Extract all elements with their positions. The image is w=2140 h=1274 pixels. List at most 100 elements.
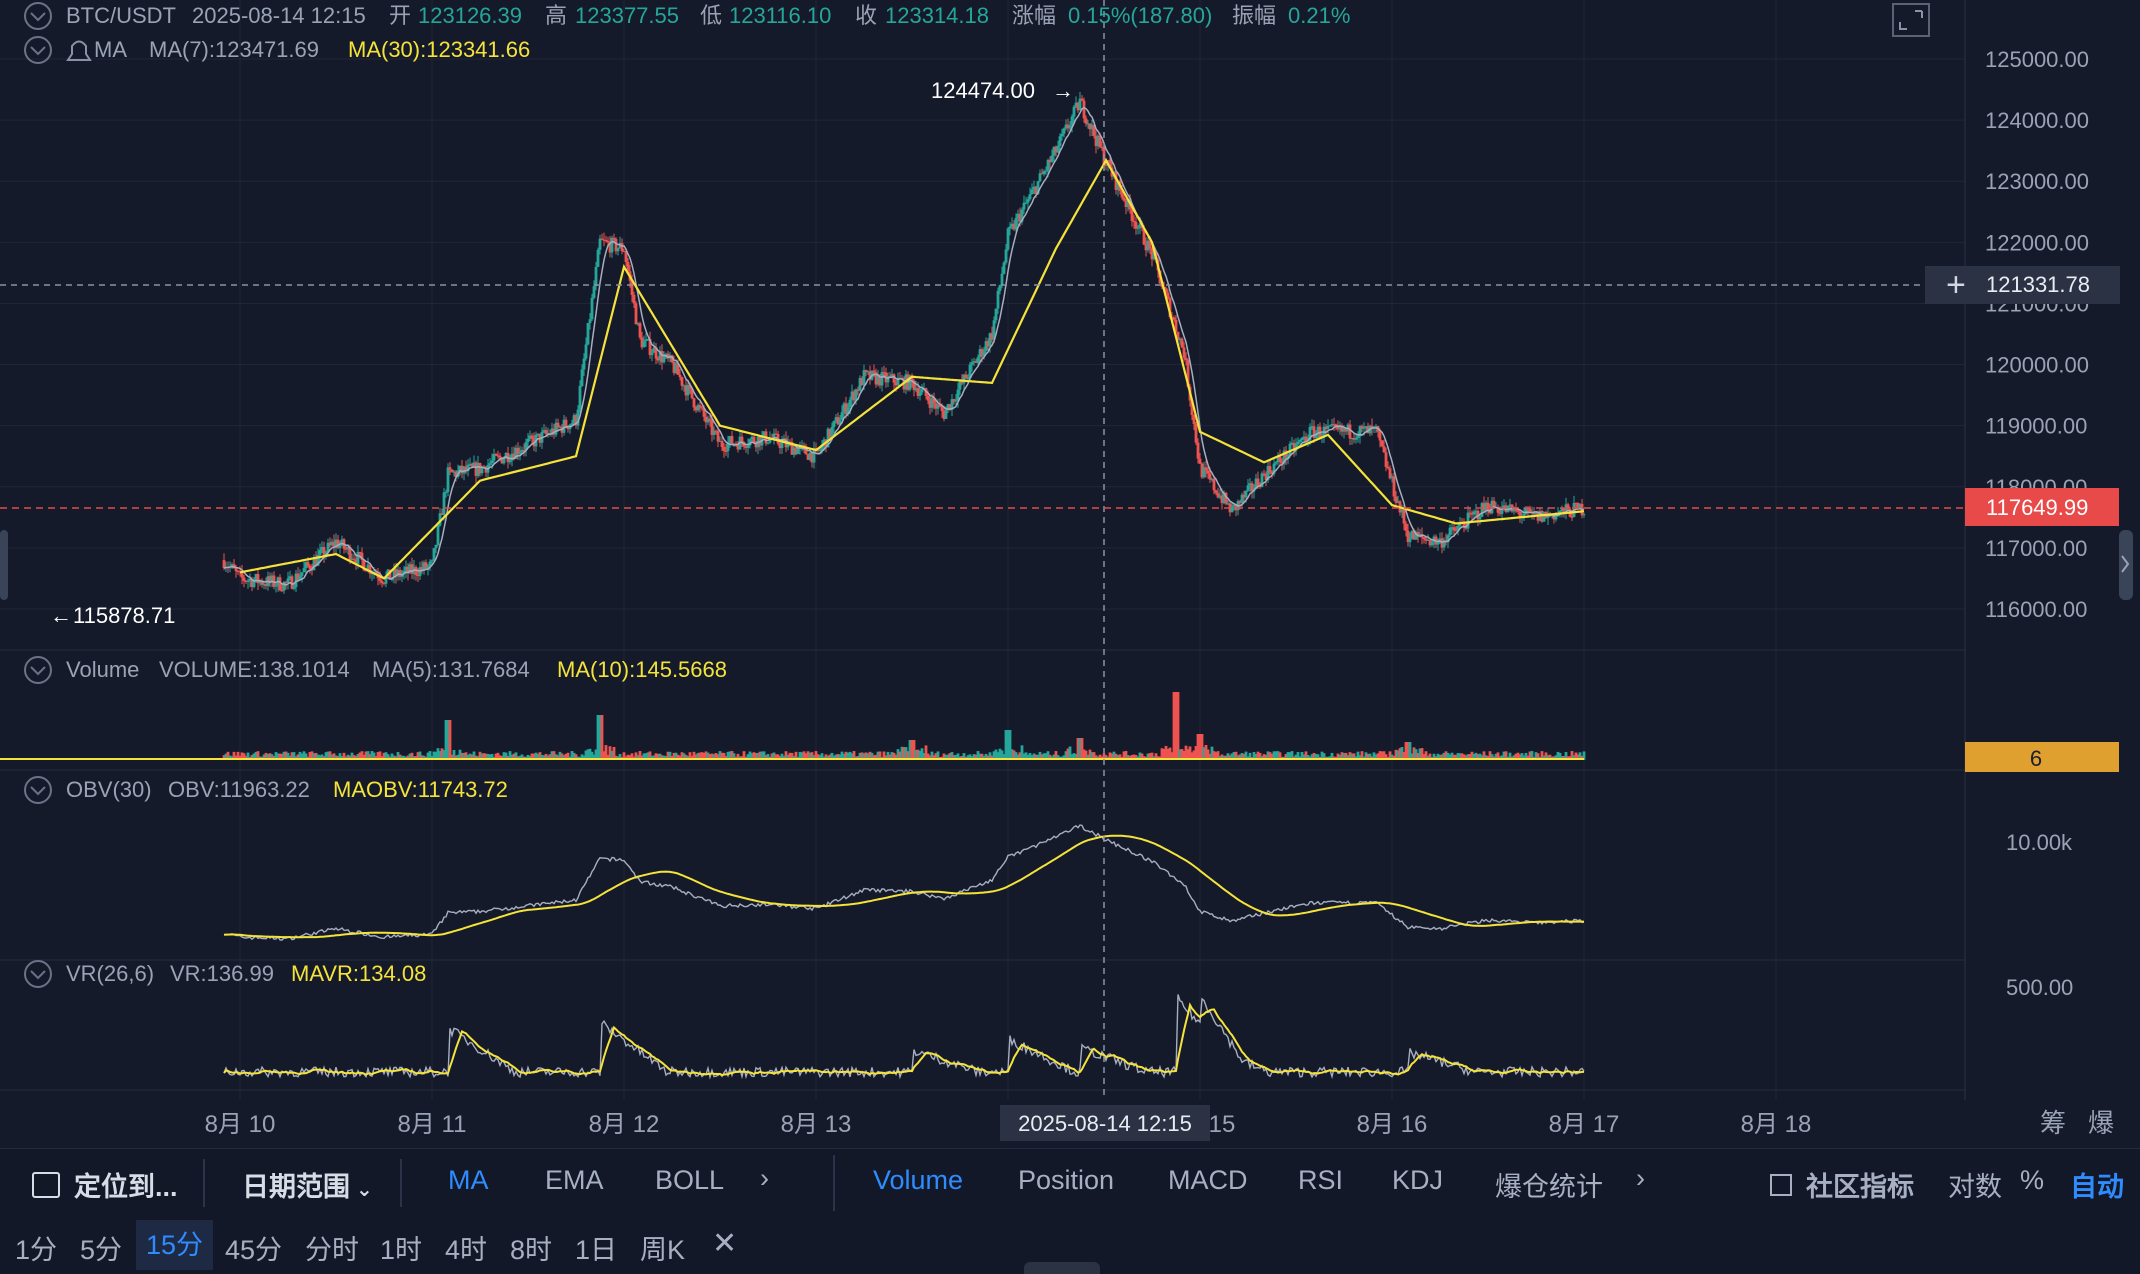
volume-bar (878, 751, 882, 760)
candle-body (604, 240, 608, 242)
candle-body (590, 297, 594, 320)
volume-bar (726, 751, 730, 760)
chart-canvas[interactable]: 125000.00124000.00123000.00122000.001210… (0, 0, 2140, 1148)
volume-bar (1034, 754, 1038, 760)
volume-bar (1554, 755, 1558, 760)
candle-body (406, 566, 410, 574)
price-tick: 116000.00 (1985, 597, 2087, 622)
interval-5[interactable]: 1时 (380, 1235, 423, 1265)
candle-body (306, 562, 310, 566)
volume-bar (1114, 753, 1118, 760)
auto-scale-toggle[interactable]: 自动 (2070, 1172, 2124, 1202)
interval-3[interactable]: 45分 (225, 1235, 283, 1265)
candle-body (1400, 509, 1404, 513)
volume-bar (362, 754, 366, 760)
vr-legend: VR(26,6) VR:136.99 MAVR:134.08 (24, 960, 426, 988)
candle-body (1218, 495, 1222, 498)
candle-body (426, 565, 430, 569)
candle-body (614, 238, 618, 252)
interval-9[interactable]: 周K (640, 1235, 686, 1265)
candle-body (1204, 467, 1208, 471)
chevron-right-icon[interactable]: › (1636, 1163, 1645, 1193)
volume-bar (1256, 751, 1260, 760)
candle-body (1430, 542, 1434, 546)
candle-body (362, 560, 366, 571)
candle-body (420, 567, 424, 570)
chip-toggle[interactable]: 筹 (2040, 1108, 2066, 1138)
candle-body (570, 423, 574, 425)
volume-bar (1028, 753, 1032, 760)
tab-liquidation[interactable]: 爆仓统计 (1495, 1172, 1603, 1202)
log-scale-toggle[interactable]: 对数 (1948, 1172, 2002, 1202)
interval-1[interactable]: 5分 (80, 1235, 123, 1265)
candle-body (256, 573, 260, 584)
candle-body (394, 569, 398, 577)
candle-body (1488, 510, 1492, 514)
chevron-right-icon[interactable]: › (760, 1163, 769, 1193)
candle-body (710, 419, 714, 435)
interval-8[interactable]: 1日 (575, 1235, 618, 1265)
tab-rsi[interactable]: RSI (1298, 1165, 1344, 1195)
candle-body (912, 380, 916, 391)
candle-body (930, 397, 934, 408)
locate-button[interactable]: 定位到... (32, 1165, 178, 1204)
interval-0[interactable]: 1分 (15, 1235, 58, 1265)
price-tick: 125000.00 (1985, 47, 2089, 72)
candle-body (286, 578, 290, 583)
candle-body (822, 439, 826, 445)
tab-ema[interactable]: EMA (545, 1165, 604, 1195)
candle-body (1226, 503, 1230, 505)
volume-bar (242, 753, 246, 760)
candle-body (1040, 173, 1044, 175)
candle-body (1038, 173, 1042, 182)
date-range-button[interactable]: 日期范围 ⌄ (242, 1172, 373, 1202)
candle-body (1514, 508, 1518, 511)
percent-scale-toggle[interactable]: % (2020, 1165, 2045, 1195)
volume-bar (1092, 752, 1096, 760)
volume-bar (716, 754, 720, 760)
drawer-handle[interactable] (1024, 1262, 1100, 1274)
fullscreen-icon[interactable] (1892, 3, 1930, 37)
tab-kdj[interactable]: KDJ (1392, 1165, 1444, 1195)
candle-body (1064, 124, 1068, 129)
volume-bar (1338, 754, 1342, 760)
volume-bar (1418, 748, 1422, 760)
volume-bar (1346, 755, 1350, 760)
tab-boll[interactable]: BOLL (655, 1165, 725, 1195)
tab-macd[interactable]: MACD (1168, 1165, 1248, 1195)
liquidation-toggle[interactable]: 爆 (2088, 1108, 2114, 1138)
community-indicators-button[interactable]: 社区指标 (1770, 1165, 1914, 1204)
candle-body (894, 382, 898, 386)
candle-body (792, 447, 796, 455)
interval-2[interactable]: 15分 (136, 1220, 214, 1270)
tab-position[interactable]: Position (1018, 1165, 1115, 1195)
candle-body (994, 308, 998, 321)
tab-volume[interactable]: Volume (873, 1165, 964, 1195)
candle-body (928, 400, 932, 408)
volume-bar (1244, 751, 1248, 760)
candle-body (290, 576, 294, 589)
volume-bar (416, 752, 420, 760)
candle-body (820, 444, 824, 451)
interval-4[interactable]: 分时 (305, 1235, 359, 1265)
candle-body (702, 408, 706, 417)
maobv-line (223, 834, 1584, 939)
candle-body (336, 539, 340, 549)
volume-bar (1456, 753, 1460, 760)
candle-body (410, 564, 414, 574)
candle-body (724, 450, 728, 452)
close-icon[interactable]: ✕ (712, 1227, 738, 1260)
interval-6[interactable]: 4时 (445, 1235, 488, 1265)
candle-body (1194, 424, 1198, 443)
volume-bar (1164, 745, 1168, 760)
volume-bar (446, 720, 450, 760)
volume-bar (648, 751, 652, 760)
left-scroll-handle[interactable] (0, 530, 8, 600)
volume-bar (1576, 754, 1580, 760)
interval-7[interactable]: 8时 (510, 1235, 553, 1265)
candle-body (1280, 461, 1284, 464)
candle-body (1348, 424, 1352, 439)
candle-body (230, 564, 234, 567)
candle-body (466, 464, 470, 472)
tab-ma[interactable]: MA (448, 1165, 489, 1195)
